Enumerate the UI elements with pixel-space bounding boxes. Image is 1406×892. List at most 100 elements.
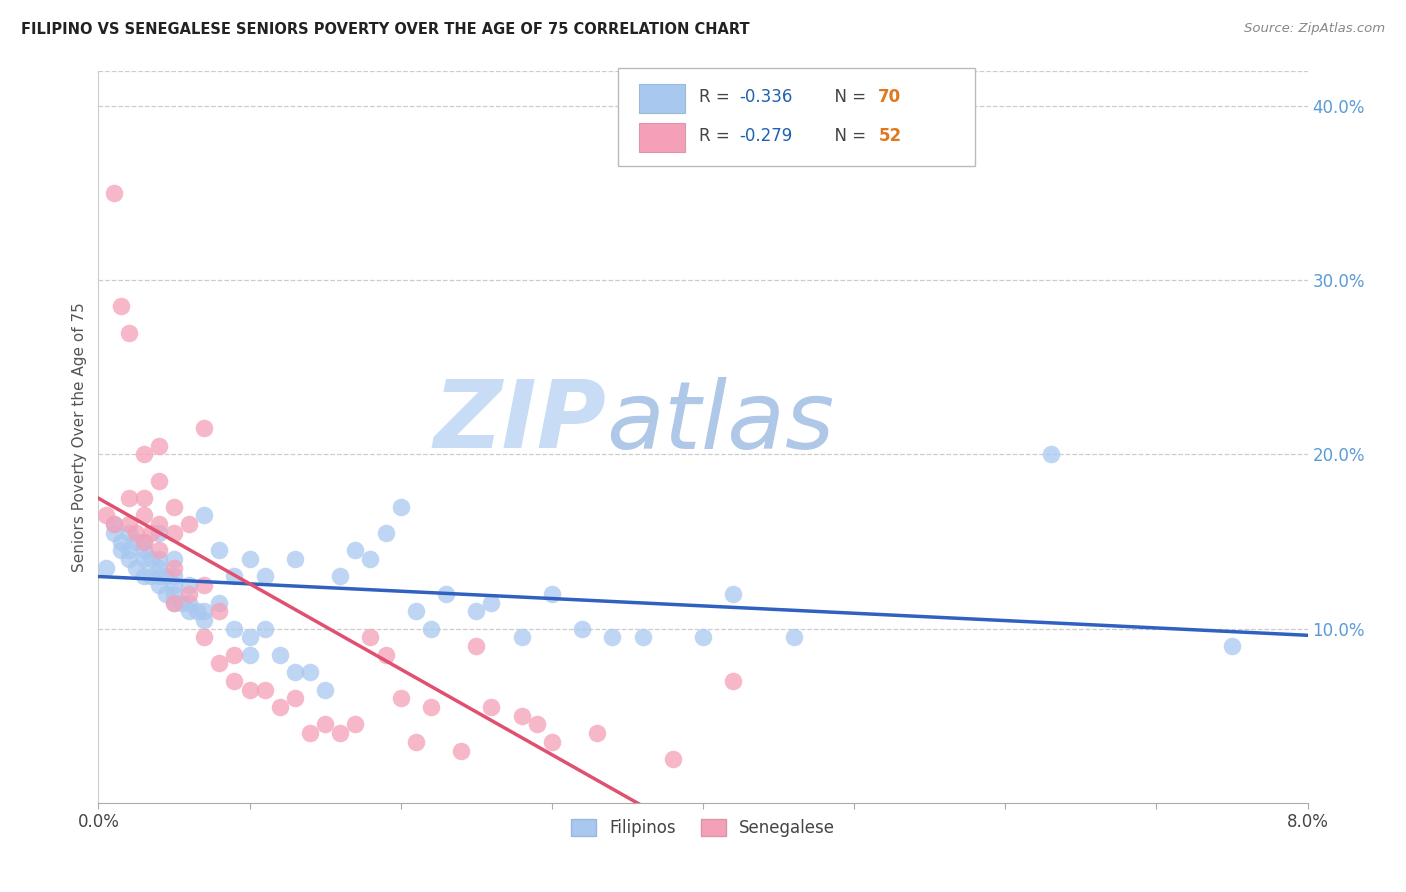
Point — [141, 569, 163, 583]
FancyBboxPatch shape — [638, 84, 685, 113]
Point — [148, 543, 170, 558]
Text: 70: 70 — [879, 88, 901, 106]
Point — [163, 525, 186, 540]
Text: ZIP: ZIP — [433, 376, 606, 468]
Point — [148, 474, 170, 488]
Text: -0.336: -0.336 — [740, 88, 793, 106]
Point — [253, 682, 276, 697]
Point — [344, 717, 367, 731]
Point — [434, 587, 457, 601]
Point — [118, 491, 141, 505]
Point — [224, 569, 246, 583]
Point — [208, 595, 231, 609]
FancyBboxPatch shape — [619, 68, 976, 167]
Point — [284, 552, 307, 566]
Point — [110, 534, 132, 549]
Point — [329, 726, 352, 740]
Point — [299, 665, 322, 680]
Y-axis label: Seniors Poverty Over the Age of 75: Seniors Poverty Over the Age of 75 — [72, 302, 87, 572]
Point — [208, 604, 231, 618]
Point — [193, 604, 215, 618]
Point — [481, 700, 503, 714]
Point — [389, 500, 412, 514]
Point — [155, 569, 177, 583]
Point — [299, 726, 322, 740]
Point — [284, 691, 307, 706]
Point — [329, 569, 352, 583]
Point — [179, 587, 201, 601]
Point — [132, 534, 155, 549]
Point — [540, 587, 562, 601]
Point — [179, 517, 201, 532]
Point — [389, 691, 412, 706]
Point — [405, 735, 427, 749]
Point — [103, 517, 125, 532]
Point — [224, 673, 246, 688]
Point — [405, 604, 427, 618]
Point — [314, 717, 336, 731]
Point — [110, 543, 132, 558]
Point — [269, 700, 291, 714]
Point — [239, 648, 262, 662]
Point — [193, 421, 215, 435]
Point — [253, 569, 276, 583]
Point — [1039, 448, 1062, 462]
Point — [253, 622, 276, 636]
Point — [540, 735, 562, 749]
Point — [163, 587, 186, 601]
Point — [132, 491, 155, 505]
Point — [723, 673, 745, 688]
Point — [103, 525, 125, 540]
Point — [586, 726, 609, 740]
Point — [692, 631, 714, 645]
Point — [148, 517, 170, 532]
Point — [179, 604, 201, 618]
Point — [602, 631, 624, 645]
Point — [148, 552, 170, 566]
Point — [193, 578, 215, 592]
Text: FILIPINO VS SENEGALESE SENIORS POVERTY OVER THE AGE OF 75 CORRELATION CHART: FILIPINO VS SENEGALESE SENIORS POVERTY O… — [21, 22, 749, 37]
Point — [269, 648, 291, 662]
Point — [420, 622, 443, 636]
Point — [155, 587, 177, 601]
Point — [103, 186, 125, 201]
Text: Source: ZipAtlas.com: Source: ZipAtlas.com — [1244, 22, 1385, 36]
Point — [783, 631, 806, 645]
Point — [1220, 639, 1243, 653]
Point — [631, 631, 654, 645]
Point — [118, 525, 141, 540]
Point — [148, 560, 170, 574]
Text: atlas: atlas — [606, 377, 835, 468]
Point — [110, 300, 132, 314]
Point — [132, 448, 155, 462]
Point — [481, 595, 503, 609]
Point — [193, 631, 215, 645]
Point — [141, 525, 163, 540]
Point — [118, 543, 141, 558]
Point — [510, 631, 533, 645]
Point — [284, 665, 307, 680]
Point — [118, 552, 141, 566]
Point — [163, 569, 186, 583]
Point — [103, 517, 125, 532]
Point — [125, 534, 148, 549]
Point — [170, 595, 193, 609]
Point — [132, 508, 155, 523]
Point — [193, 508, 215, 523]
Point — [132, 552, 155, 566]
Point — [224, 648, 246, 662]
Point — [148, 569, 170, 583]
Point — [132, 543, 155, 558]
Point — [374, 648, 396, 662]
Point — [420, 700, 443, 714]
Point — [163, 560, 186, 574]
Point — [186, 604, 208, 618]
Point — [163, 595, 186, 609]
Text: -0.279: -0.279 — [740, 127, 793, 145]
Point — [360, 552, 382, 566]
Point — [179, 578, 201, 592]
Point — [239, 552, 262, 566]
Point — [141, 552, 163, 566]
Point — [132, 534, 155, 549]
Point — [94, 560, 117, 574]
